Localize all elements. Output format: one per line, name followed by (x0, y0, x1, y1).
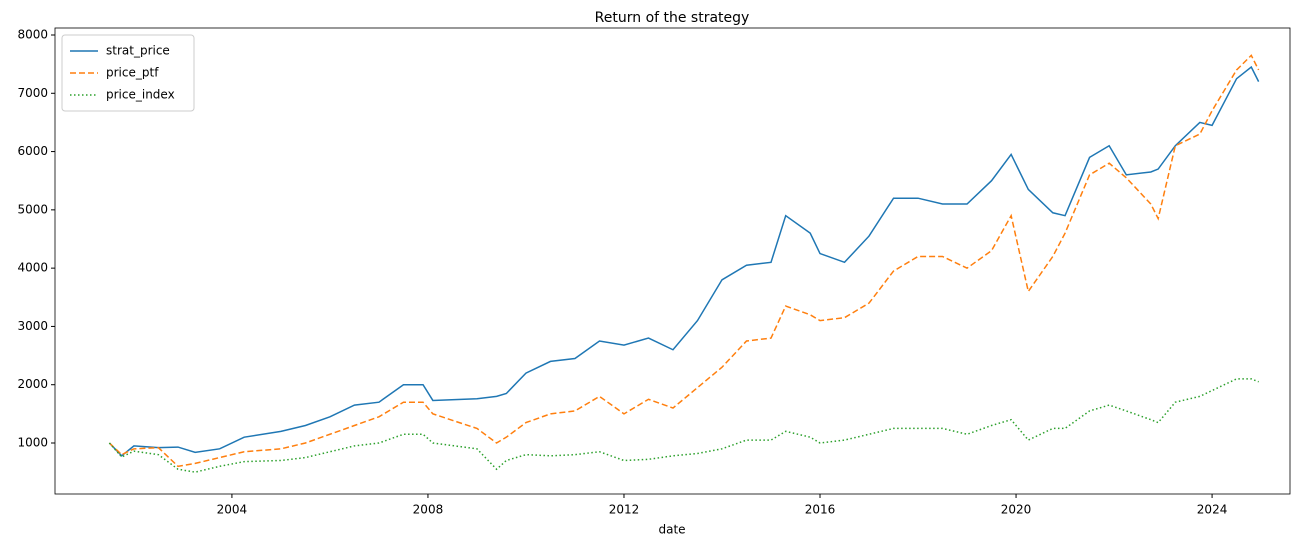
x-tick-label: 2024 (1197, 503, 1228, 517)
y-tick-label: 2000 (17, 377, 48, 391)
y-tick-label: 7000 (17, 86, 48, 100)
series-line (108, 65, 1260, 457)
legend-box (61, 34, 195, 112)
legend-label: strat_price (106, 44, 170, 58)
chart-title: Return of the strategy (595, 10, 750, 26)
x-axis-label: date (658, 523, 685, 537)
y-tick-label: 3000 (17, 319, 48, 333)
legend-label: price_index (106, 88, 175, 102)
y-tick-label: 4000 (17, 261, 48, 275)
x-tick-label: 2004 (217, 503, 248, 517)
x-tick-label: 2012 (609, 503, 640, 517)
legend-label: price_ptf (106, 66, 159, 80)
y-tick-label: 6000 (17, 144, 48, 158)
y-tick-label: 8000 (17, 27, 48, 41)
y-tick-label: 1000 (17, 435, 48, 449)
x-tick-label: 2020 (1001, 503, 1032, 517)
y-tick-label: 5000 (17, 202, 48, 216)
x-tick-label: 2008 (413, 503, 444, 517)
x-tick-label: 2016 (805, 503, 836, 517)
series-line (108, 378, 1259, 473)
series-line (108, 54, 1260, 468)
axes-frame (54, 27, 1291, 495)
